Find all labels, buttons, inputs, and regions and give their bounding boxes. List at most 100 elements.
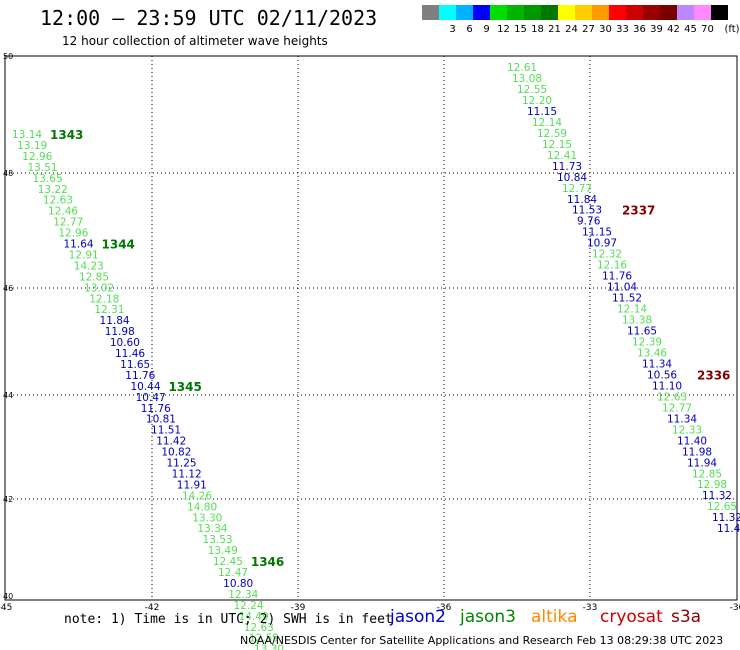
wave-height-value: 12.98	[697, 479, 727, 491]
wave-height-value: 10.97	[587, 238, 617, 250]
wave-height-value: 10.82	[161, 447, 191, 459]
wave-height-value: 13.49	[208, 545, 238, 557]
lon-tick-label: -33	[583, 603, 598, 613]
scale-label: 45	[684, 24, 697, 35]
wave-height-value: 13.14	[12, 129, 42, 141]
map-frame	[4, 55, 738, 601]
wave-height-value: 11.65	[627, 326, 657, 338]
wave-height-value: 11.34	[642, 358, 672, 370]
wave-height-value: 10.56	[647, 369, 677, 381]
scale-label: 42	[667, 24, 680, 35]
wave-height-value: 10.84	[557, 172, 587, 184]
scale-swatch	[609, 5, 626, 20]
scale-swatch	[541, 5, 558, 20]
wave-height-value: 11.34	[667, 413, 697, 425]
wave-height-value: 12.63	[244, 622, 274, 634]
wave-height-value: 11.51	[151, 425, 181, 437]
lat-tick-label: 42	[3, 495, 13, 504]
wave-height-value: 12.77	[53, 217, 83, 229]
wave-height-value: 12.59	[249, 633, 279, 645]
pass-number-label: 1343	[50, 128, 83, 142]
scale-label: 33	[616, 24, 629, 35]
scale-swatch	[660, 5, 677, 20]
map-title: 12:00 — 23:59 UTC 02/11/2023	[40, 6, 378, 30]
scale-swatch	[643, 5, 660, 20]
wave-height-value: 12.61	[507, 62, 537, 74]
wave-height-value: 11.98	[682, 446, 712, 458]
credit-line: NOAA/NESDIS Center for Satellite Applica…	[240, 634, 724, 647]
scale-label: 36	[633, 24, 646, 35]
lon-tick-label: -42	[145, 603, 160, 613]
wave-height-value: 12.31	[94, 304, 124, 316]
wave-height-value: 10.60	[110, 337, 140, 349]
lat-tick-label: 50	[3, 52, 13, 61]
wave-height-value: 12.45	[213, 556, 243, 568]
scale-swatch	[575, 5, 592, 20]
satellite-jason2: jason2	[390, 607, 446, 627]
scale-swatch	[626, 5, 643, 20]
scale-swatch	[677, 5, 694, 20]
wave-height-value: 11.46	[717, 523, 740, 535]
wave-height-value: 13.02	[84, 282, 114, 294]
lat-tick-label: 48	[3, 169, 13, 178]
scale-swatch	[439, 5, 456, 20]
satellite-cryosat: cryosat	[600, 607, 663, 627]
wave-height-value: 11.73	[552, 161, 582, 173]
wave-height-value: 12.85	[692, 468, 722, 480]
wave-height-value: 12.14	[532, 117, 562, 129]
lon-tick-label: -45	[0, 603, 12, 613]
wave-height-value: 10.81	[146, 414, 176, 426]
scale-swatch	[456, 5, 473, 20]
lon-tick-label: -39	[291, 603, 306, 613]
wave-height-value: 11.04	[607, 282, 637, 294]
wave-height-value: 13.34	[197, 523, 227, 535]
wave-height-value: 11.52	[612, 293, 642, 305]
wave-height-value: 12.18	[89, 293, 119, 305]
wave-height-value: 12.91	[69, 249, 99, 261]
wave-height-value: 11.15	[582, 227, 612, 239]
pass-number-label: 2337	[622, 204, 655, 218]
wave-height-value: 13.53	[203, 534, 233, 546]
pass-number-label: 1345	[168, 380, 201, 394]
wave-height-value: 11.84	[100, 315, 130, 327]
pass-number-label: 1346	[251, 555, 284, 569]
wave-height-value: 11.53	[572, 205, 602, 217]
satellite-s3a: s3a	[671, 607, 702, 627]
wave-height-value: 12.55	[517, 84, 547, 96]
wave-height-value: 12.96	[58, 228, 88, 240]
wave-height-value: 13.22	[38, 184, 68, 196]
satellite-altika: altika	[531, 607, 578, 627]
lon-tick-label: -30	[730, 603, 740, 613]
wave-height-value: 12.85	[79, 271, 109, 283]
wave-height-value: 12.24	[233, 600, 263, 612]
wave-height-value: 11.32	[712, 512, 740, 524]
wave-height-value: 11.76	[141, 403, 171, 415]
wave-height-value: 12.77	[662, 402, 692, 414]
wave-height-value: 11.25	[167, 458, 197, 470]
scale-label: 70	[701, 24, 714, 35]
wave-height-value: 12.63	[43, 195, 73, 207]
wave-height-value: 10.44	[130, 381, 160, 393]
wave-height-value: 12.16	[597, 260, 627, 272]
scale-label: 12	[497, 24, 510, 35]
wave-height-value: 12.33	[672, 424, 702, 436]
scale-swatch	[558, 5, 575, 20]
scale-swatch	[524, 5, 541, 20]
wave-height-value: 12.47	[218, 567, 248, 579]
wave-height-value: 9.76	[577, 216, 601, 228]
scale-unit: (ft)	[724, 24, 740, 35]
wave-height-value: 13.51	[27, 162, 57, 174]
wave-height-value: 14.23	[74, 260, 104, 272]
wave-height-value: 11.98	[105, 326, 135, 338]
wave-height-value: 13.08	[512, 73, 542, 85]
wave-height-value: 12.46	[48, 206, 78, 218]
wave-height-value: 12.34	[228, 589, 258, 601]
scale-swatch	[694, 5, 711, 20]
scale-label: 27	[582, 24, 595, 35]
wave-height-value: 14.26	[182, 490, 212, 502]
scale-label: 6	[466, 24, 473, 35]
wave-height-value: 11.42	[156, 436, 186, 448]
wave-height-value: 11.64	[64, 239, 94, 251]
wave-height-value: 12.14	[617, 304, 647, 316]
